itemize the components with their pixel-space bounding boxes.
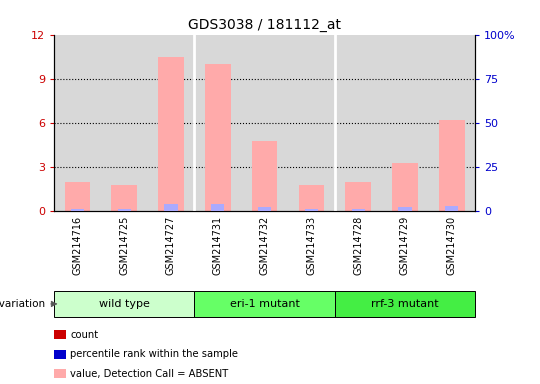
Text: rrf-3 mutant: rrf-3 mutant xyxy=(371,299,439,309)
Text: eri-1 mutant: eri-1 mutant xyxy=(230,299,300,309)
Bar xyxy=(258,207,271,211)
Title: GDS3038 / 181112_at: GDS3038 / 181112_at xyxy=(188,18,341,32)
Bar xyxy=(158,56,184,211)
Text: genotype/variation: genotype/variation xyxy=(0,299,45,309)
Bar xyxy=(352,209,365,211)
Bar xyxy=(111,185,137,211)
Bar xyxy=(252,141,278,211)
Bar xyxy=(54,291,194,317)
Text: count: count xyxy=(70,330,98,340)
Bar xyxy=(54,350,66,359)
Bar xyxy=(194,291,335,317)
Bar xyxy=(54,369,66,378)
Bar xyxy=(439,120,464,211)
Bar xyxy=(399,207,411,211)
Bar xyxy=(299,185,324,211)
Bar xyxy=(335,291,475,317)
Bar xyxy=(345,182,371,211)
Text: value, Detection Call = ABSENT: value, Detection Call = ABSENT xyxy=(70,369,228,379)
Bar xyxy=(305,209,318,211)
Bar xyxy=(54,330,66,339)
Text: wild type: wild type xyxy=(99,299,150,309)
Bar xyxy=(118,209,131,211)
Bar xyxy=(165,204,178,211)
Bar xyxy=(446,206,458,211)
Bar xyxy=(65,182,90,211)
Bar xyxy=(392,163,418,211)
Bar xyxy=(71,209,84,211)
Text: percentile rank within the sample: percentile rank within the sample xyxy=(70,349,238,359)
Bar xyxy=(205,64,231,211)
Bar xyxy=(211,204,224,211)
